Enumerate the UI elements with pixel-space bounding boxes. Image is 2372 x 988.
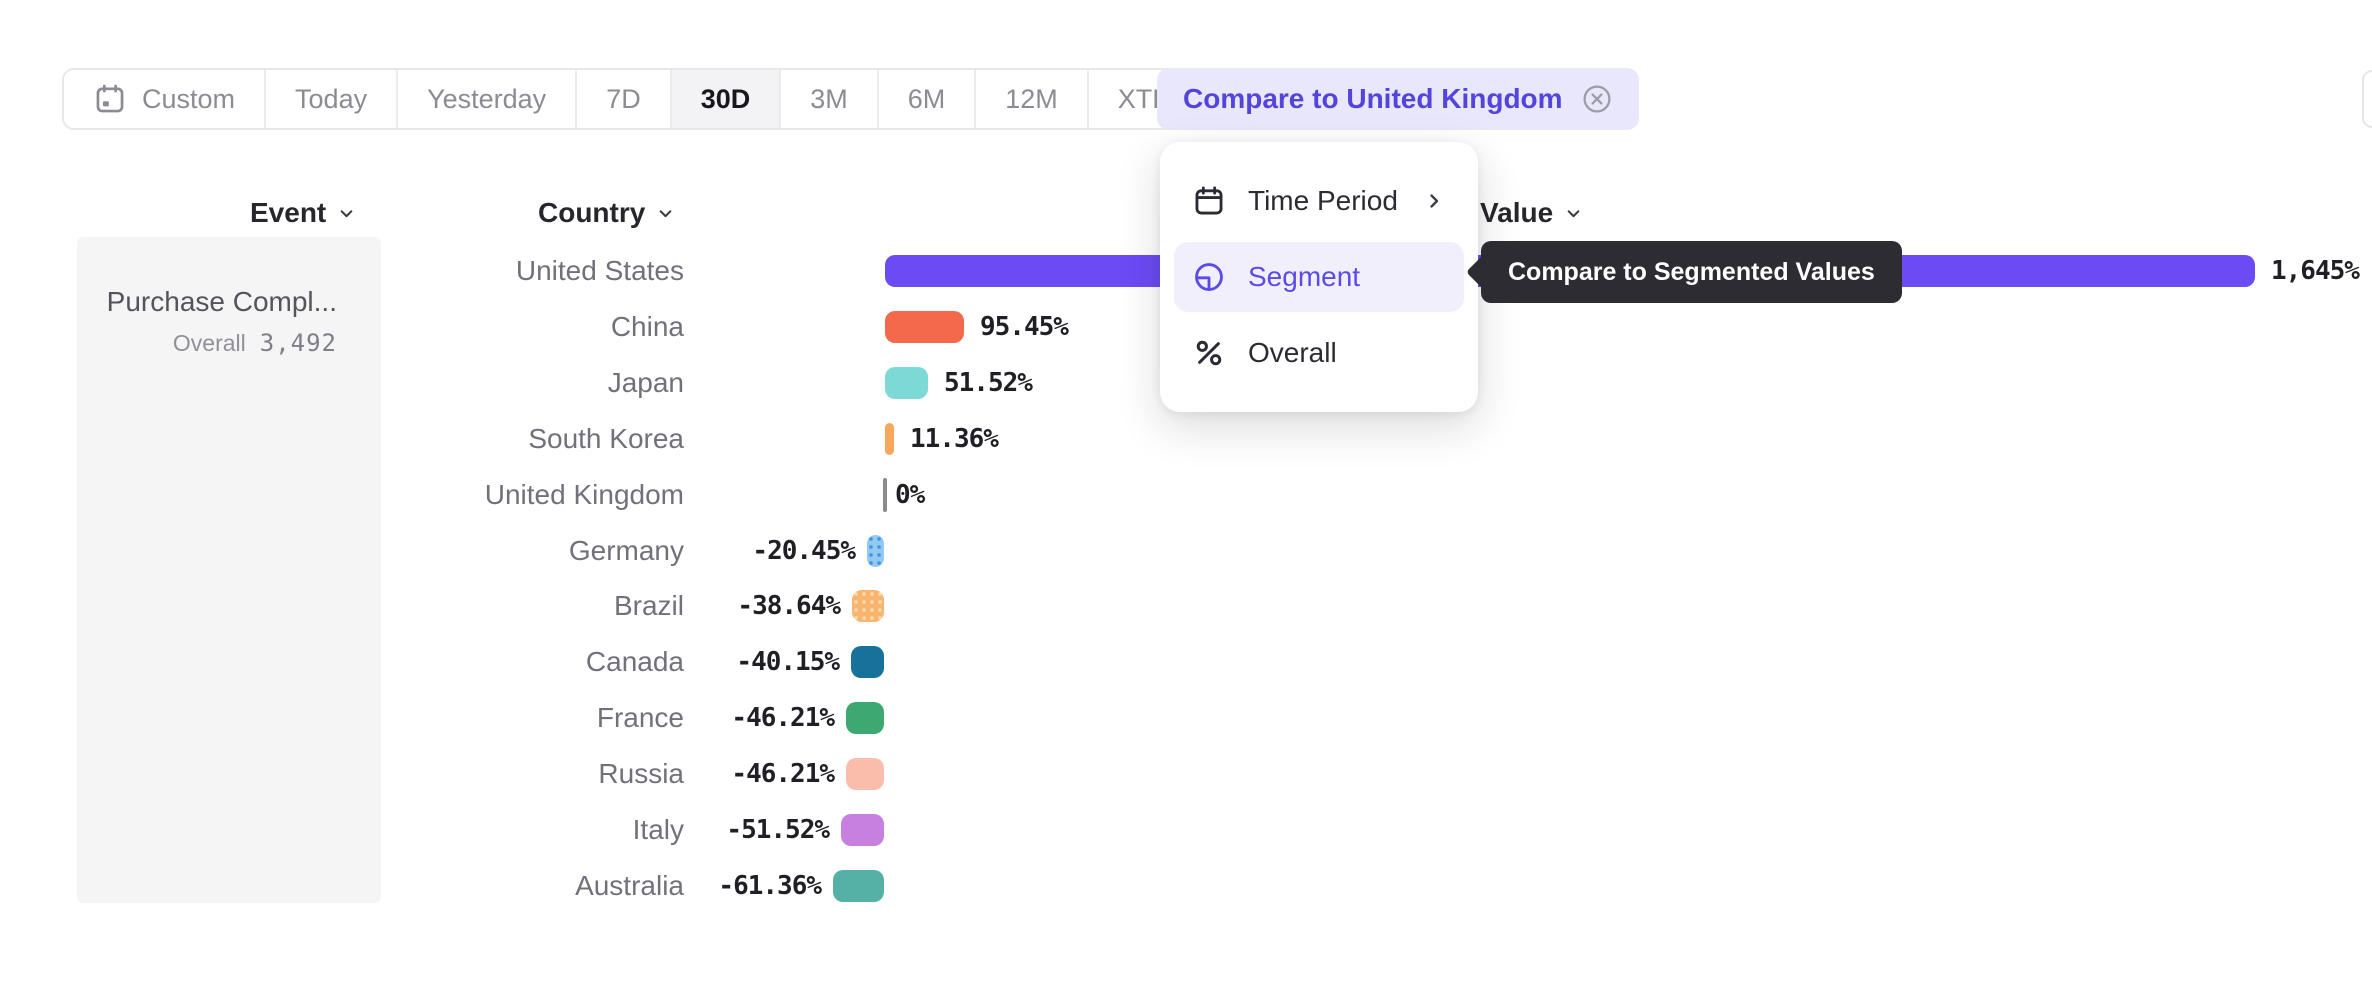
country-label: Japan <box>607 367 684 398</box>
column-header-value-label: Value <box>1480 197 1554 228</box>
period-30d-button[interactable]: 30D <box>671 70 782 128</box>
period-label: 6M <box>907 83 946 114</box>
period-7d-button[interactable]: 7D <box>577 70 672 128</box>
calendar-custom-icon <box>93 82 127 116</box>
menu-item-segment[interactable]: Segment <box>1174 242 1464 312</box>
value-label: 95.45% <box>980 312 1069 342</box>
country-label: Australia <box>575 870 684 901</box>
value-label: -46.21% <box>731 759 835 789</box>
chevron-down-icon <box>1567 209 1580 217</box>
country-label: United States <box>515 255 684 286</box>
value-label: 51.52% <box>944 368 1033 398</box>
value-label: -38.64% <box>737 591 841 621</box>
remove-compare-icon[interactable] <box>1581 83 1613 115</box>
value-label: -40.15% <box>736 647 840 677</box>
event-overall-row: Overall 3,492 <box>97 329 337 357</box>
value-label: 1,645% <box>2271 256 2360 286</box>
menu-item-label: Time Period <box>1248 185 1398 216</box>
column-header-event[interactable]: Event <box>250 196 357 230</box>
period-label: 7D <box>606 83 641 114</box>
value-label: 11.36% <box>910 424 999 454</box>
tooltip-text: Compare to Segmented Values <box>1508 257 1875 286</box>
country-label: China <box>610 311 684 342</box>
country-label: Italy <box>632 814 684 845</box>
period-yesterday-button[interactable]: Yesterday <box>398 70 578 128</box>
column-header-value[interactable]: Value <box>1480 196 1584 230</box>
period-label: Today <box>295 83 368 114</box>
period-12m-button[interactable]: 12M <box>976 70 1089 128</box>
bar-brazil[interactable] <box>852 590 884 622</box>
menu-item-label: Segment <box>1248 261 1361 292</box>
chevron-down-icon <box>340 209 353 217</box>
calendar-icon <box>1192 184 1226 218</box>
event-overall-value: 3,492 <box>259 329 337 357</box>
period-today-button[interactable]: Today <box>266 70 399 128</box>
tooltip: Compare to Segmented Values <box>1466 241 1902 303</box>
period-label: 12M <box>1005 83 1058 114</box>
chevron-right-icon <box>1422 189 1446 213</box>
period-label: Yesterday <box>427 83 547 114</box>
compare-dropdown-menu: Time Period Segment Overall <box>1160 142 1478 412</box>
value-label: -46.21% <box>731 703 835 733</box>
date-range-toolbar: Custom Today Yesterday 7D 30D 3M 6M 12M XTD <box>62 68 1238 130</box>
period-label: Custom <box>142 83 236 114</box>
bar-france[interactable] <box>846 702 884 734</box>
bar-russia[interactable] <box>846 758 884 790</box>
bar-canada[interactable] <box>851 646 884 678</box>
period-label: 3M <box>810 83 848 114</box>
chevron-down-icon <box>659 209 672 217</box>
bar-italy[interactable] <box>841 814 884 846</box>
event-title: Purchase Compl... <box>106 286 337 317</box>
country-label: France <box>596 702 684 733</box>
period-6m-button[interactable]: 6M <box>878 70 977 128</box>
period-custom-button[interactable]: Custom <box>64 70 267 128</box>
bar-germany[interactable] <box>867 535 884 567</box>
country-label: Germany <box>568 535 684 566</box>
event-overall-label: Overall <box>172 330 246 356</box>
compare-chip[interactable]: Compare to United Kingdom <box>1157 68 1639 130</box>
country-label: Russia <box>598 758 684 789</box>
compare-chip-label: Compare to United Kingdom <box>1183 83 1563 114</box>
percent-icon <box>1192 336 1226 370</box>
right-edge-button-fragment <box>2362 70 2372 128</box>
country-label: South Korea <box>528 423 684 454</box>
event-card[interactable]: Purchase Compl... Overall 3,492 <box>77 237 381 903</box>
value-label: -20.45% <box>752 536 856 566</box>
country-label: United Kingdom <box>484 479 684 510</box>
bar-south-korea[interactable] <box>885 423 894 455</box>
column-header-event-label: Event <box>250 197 327 228</box>
column-header-country[interactable]: Country <box>538 196 676 230</box>
bar-australia[interactable] <box>833 870 884 902</box>
value-label: -51.52% <box>726 815 830 845</box>
menu-item-overall[interactable]: Overall <box>1174 318 1464 388</box>
value-label: -61.36% <box>718 871 822 901</box>
menu-item-time-period[interactable]: Time Period <box>1174 166 1464 236</box>
country-label: Brazil <box>613 590 684 621</box>
bar-japan[interactable] <box>885 367 928 399</box>
bar-united-kingdom[interactable] <box>883 478 887 512</box>
country-label: Canada <box>585 646 684 677</box>
segment-icon <box>1192 260 1226 294</box>
column-header-country-label: Country <box>538 197 646 228</box>
menu-item-label: Overall <box>1248 337 1337 368</box>
period-label: 30D <box>700 83 751 114</box>
bar-china[interactable] <box>885 311 964 343</box>
value-label: 0% <box>895 480 925 510</box>
period-3m-button[interactable]: 3M <box>781 70 879 128</box>
